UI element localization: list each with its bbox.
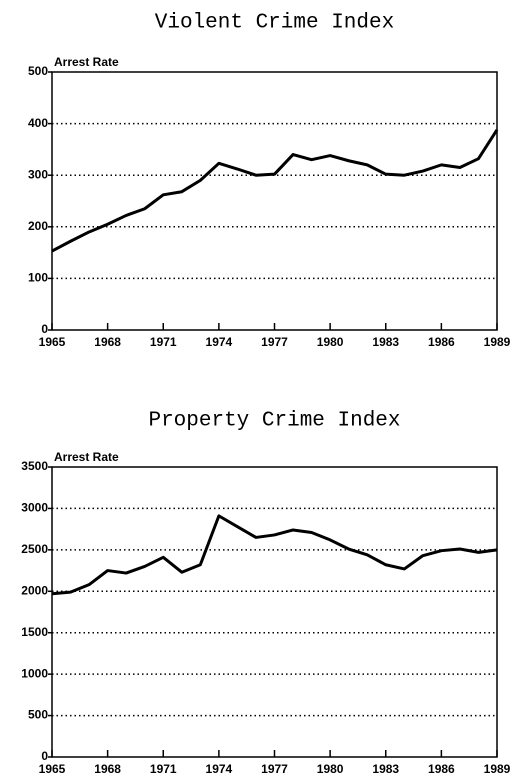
- x-tick-label: 1968: [94, 762, 121, 776]
- x-tick-label: 1983: [372, 762, 399, 776]
- y-tick-label: 300: [28, 167, 48, 181]
- y-tick-label: 500: [28, 708, 48, 722]
- y-tick-label: 200: [28, 219, 48, 233]
- y-tick-label: 2500: [21, 542, 48, 556]
- x-tick-label: 1986: [428, 335, 455, 349]
- y-tick-label: 0: [41, 322, 48, 336]
- x-tick-label: 1977: [261, 762, 288, 776]
- x-tick-label: 1968: [94, 335, 121, 349]
- data-line: [51, 514, 498, 596]
- y-tick-label: 2000: [21, 583, 48, 597]
- x-tick-label: 1977: [261, 335, 288, 349]
- y-tick-label: 1000: [21, 666, 48, 680]
- y-tick-label: 3500: [21, 459, 48, 473]
- chart-title: Property Crime Index: [148, 410, 400, 433]
- chart-title: Violent Crime Index: [155, 12, 394, 35]
- x-tick-label: 1989: [484, 335, 511, 349]
- x-tick-label: 1974: [206, 762, 233, 776]
- plot-frame: [51, 71, 498, 331]
- x-tick-label: 1980: [317, 762, 344, 776]
- y-axis-label: Arrest Rate: [54, 55, 119, 69]
- y-tick-label: 3000: [21, 501, 48, 515]
- x-tick-label: 1965: [39, 762, 66, 776]
- x-tick-label: 1971: [150, 762, 177, 776]
- x-tick-label: 1971: [150, 335, 177, 349]
- y-tick-label: 0: [41, 749, 48, 763]
- y-tick-label: 1500: [21, 625, 48, 639]
- x-tick-label: 1974: [206, 335, 233, 349]
- x-tick-label: 1965: [39, 335, 66, 349]
- y-axis-label: Arrest Rate: [54, 450, 119, 464]
- x-tick-label: 1989: [484, 762, 511, 776]
- x-tick-label: 1980: [317, 335, 344, 349]
- x-tick-label: 1986: [428, 762, 455, 776]
- x-tick-label: 1983: [372, 335, 399, 349]
- y-tick-label: 400: [28, 116, 48, 130]
- y-tick-label: 500: [28, 64, 48, 78]
- data-line: [51, 128, 499, 253]
- plot-frame: [51, 466, 498, 758]
- y-tick-label: 100: [28, 271, 48, 285]
